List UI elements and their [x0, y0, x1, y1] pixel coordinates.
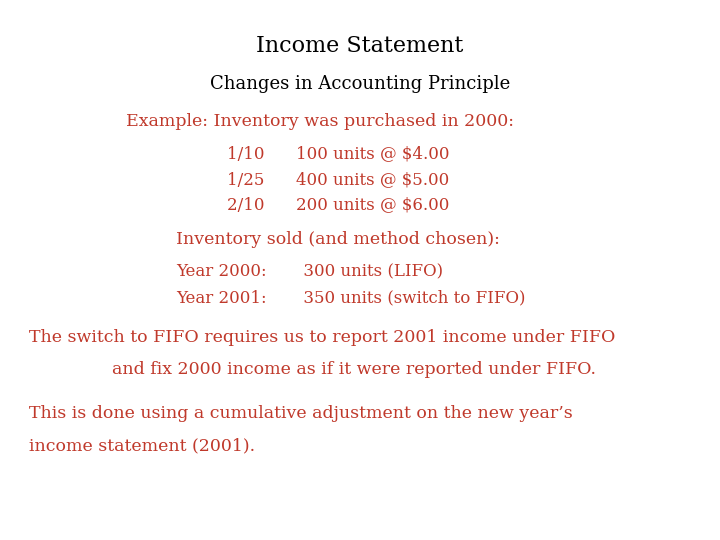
Text: Changes in Accounting Principle: Changes in Accounting Principle	[210, 75, 510, 93]
Text: This is done using a cumulative adjustment on the new year’s: This is done using a cumulative adjustme…	[29, 404, 572, 422]
Text: 2/10      200 units @ $6.00: 2/10 200 units @ $6.00	[227, 196, 449, 213]
Text: Year 2000:       300 units (LIFO): Year 2000: 300 units (LIFO)	[176, 264, 444, 281]
Text: Income Statement: Income Statement	[256, 35, 464, 57]
Text: and fix 2000 income as if it were reported under FIFO.: and fix 2000 income as if it were report…	[112, 361, 595, 379]
Text: Year 2001:       350 units (switch to FIFO): Year 2001: 350 units (switch to FIFO)	[176, 289, 526, 306]
Text: Example: Inventory was purchased in 2000:: Example: Inventory was purchased in 2000…	[126, 113, 514, 130]
Text: 1/10      100 units @ $4.00: 1/10 100 units @ $4.00	[227, 145, 449, 163]
Text: 1/25      400 units @ $5.00: 1/25 400 units @ $5.00	[227, 171, 449, 188]
Text: Inventory sold (and method chosen):: Inventory sold (and method chosen):	[176, 231, 500, 248]
Text: income statement (2001).: income statement (2001).	[29, 437, 255, 454]
Text: The switch to FIFO requires us to report 2001 income under FIFO: The switch to FIFO requires us to report…	[29, 329, 615, 346]
